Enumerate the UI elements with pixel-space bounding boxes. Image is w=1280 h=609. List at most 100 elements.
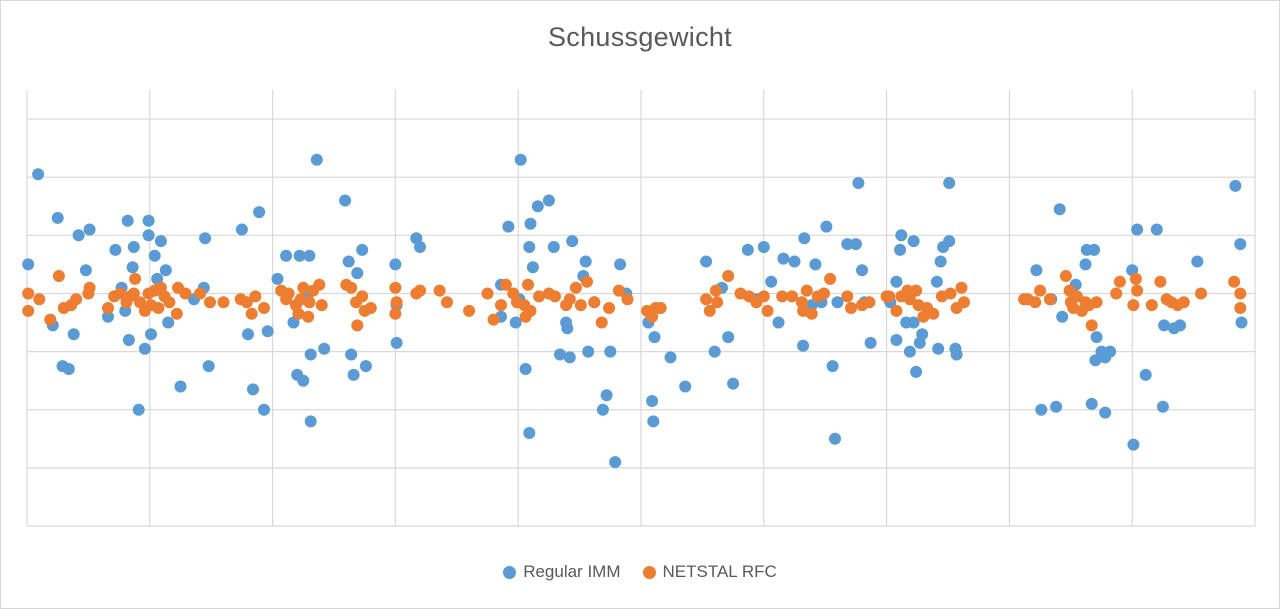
regular-imm-point[interactable] bbox=[579, 255, 592, 268]
regular-imm-point[interactable] bbox=[582, 345, 595, 358]
regular-imm-point[interactable] bbox=[1035, 403, 1048, 416]
regular-imm-point[interactable] bbox=[242, 328, 254, 341]
netstal-rfc-point[interactable] bbox=[302, 310, 315, 323]
netstal-rfc-point[interactable] bbox=[249, 290, 262, 303]
regular-imm-point[interactable] bbox=[359, 360, 372, 373]
regular-imm-point[interactable] bbox=[554, 348, 566, 361]
netstal-rfc-point[interactable] bbox=[524, 304, 537, 317]
netstal-rfc-point[interactable] bbox=[499, 278, 512, 291]
netstal-rfc-point[interactable] bbox=[955, 281, 968, 294]
regular-imm-point[interactable] bbox=[864, 336, 877, 349]
regular-imm-point[interactable] bbox=[1235, 316, 1248, 329]
regular-imm-point[interactable] bbox=[122, 334, 135, 346]
regular-imm-point[interactable] bbox=[757, 241, 770, 253]
regular-imm-point[interactable] bbox=[1089, 354, 1102, 367]
netstal-rfc-point[interactable] bbox=[841, 290, 854, 303]
netstal-rfc-point[interactable] bbox=[1043, 293, 1056, 306]
regular-imm-point[interactable] bbox=[943, 177, 956, 189]
regular-imm-point[interactable] bbox=[916, 328, 929, 341]
netstal-rfc-point[interactable] bbox=[70, 293, 83, 306]
regular-imm-point[interactable] bbox=[62, 363, 75, 375]
netstal-rfc-point[interactable] bbox=[1234, 302, 1247, 314]
netstal-rfc-point[interactable] bbox=[194, 287, 207, 300]
netstal-rfc-point[interactable] bbox=[1177, 296, 1190, 309]
netstal-rfc-point[interactable] bbox=[1234, 287, 1247, 300]
regular-imm-point[interactable] bbox=[648, 331, 661, 344]
regular-imm-point[interactable] bbox=[849, 238, 862, 251]
netstal-rfc-point[interactable] bbox=[390, 296, 403, 309]
regular-imm-point[interactable] bbox=[829, 432, 841, 445]
netstal-rfc-point[interactable] bbox=[389, 281, 402, 294]
netstal-rfc-point[interactable] bbox=[722, 270, 735, 282]
regular-imm-point[interactable] bbox=[509, 316, 522, 329]
regular-imm-point[interactable] bbox=[1090, 331, 1103, 344]
regular-imm-point[interactable] bbox=[235, 223, 248, 236]
regular-imm-point[interactable] bbox=[502, 220, 515, 233]
regular-imm-point[interactable] bbox=[199, 232, 212, 245]
regular-imm-point[interactable] bbox=[788, 255, 801, 268]
regular-imm-point[interactable] bbox=[523, 427, 536, 439]
regular-imm-point[interactable] bbox=[894, 243, 907, 256]
regular-imm-point[interactable] bbox=[293, 249, 306, 262]
netstal-rfc-point[interactable] bbox=[1131, 284, 1144, 297]
netstal-rfc-point[interactable] bbox=[890, 304, 903, 317]
netstal-rfc-point[interactable] bbox=[356, 290, 369, 303]
regular-imm-point[interactable] bbox=[950, 348, 963, 361]
regular-imm-point[interactable] bbox=[102, 310, 114, 323]
netstal-rfc-point[interactable] bbox=[595, 316, 608, 329]
netstal-rfc-point[interactable] bbox=[1070, 290, 1083, 303]
netstal-rfc-point[interactable] bbox=[574, 299, 587, 312]
regular-imm-point[interactable] bbox=[910, 365, 923, 378]
netstal-rfc-point[interactable] bbox=[179, 287, 192, 300]
regular-imm-point[interactable] bbox=[342, 255, 355, 268]
netstal-rfc-point[interactable] bbox=[1129, 272, 1142, 285]
netstal-rfc-point[interactable] bbox=[170, 307, 183, 320]
regular-imm-point[interactable] bbox=[890, 275, 903, 288]
regular-imm-point[interactable] bbox=[287, 316, 300, 329]
regular-imm-point[interactable] bbox=[903, 345, 916, 358]
netstal-rfc-point[interactable] bbox=[297, 281, 310, 294]
regular-imm-point[interactable] bbox=[542, 194, 555, 207]
regular-imm-point[interactable] bbox=[159, 264, 172, 277]
netstal-rfc-point[interactable] bbox=[258, 302, 270, 314]
netstal-rfc-point[interactable] bbox=[52, 270, 65, 282]
legend-item-netstal-rfc[interactable]: NETSTAL RFC bbox=[642, 562, 777, 582]
regular-imm-point[interactable] bbox=[1127, 438, 1140, 451]
regular-imm-point[interactable] bbox=[258, 403, 270, 416]
regular-imm-point[interactable] bbox=[566, 235, 579, 248]
regular-imm-point[interactable] bbox=[32, 168, 45, 181]
regular-imm-point[interactable] bbox=[202, 360, 215, 373]
regular-imm-point[interactable] bbox=[907, 316, 920, 329]
netstal-rfc-point[interactable] bbox=[581, 275, 593, 288]
regular-imm-point[interactable] bbox=[142, 214, 155, 227]
netstal-rfc-point[interactable] bbox=[903, 293, 916, 306]
regular-imm-point[interactable] bbox=[162, 316, 175, 329]
netstal-rfc-point[interactable] bbox=[1228, 275, 1241, 288]
netstal-rfc-point[interactable] bbox=[441, 296, 453, 309]
regular-imm-point[interactable] bbox=[679, 380, 692, 393]
netstal-rfc-point[interactable] bbox=[786, 290, 798, 303]
regular-imm-point[interactable] bbox=[83, 223, 96, 236]
regular-imm-point[interactable] bbox=[890, 334, 903, 346]
regular-imm-point[interactable] bbox=[765, 275, 778, 288]
regular-imm-point[interactable] bbox=[1234, 238, 1247, 251]
regular-imm-point[interactable] bbox=[247, 383, 259, 396]
netstal-rfc-point[interactable] bbox=[204, 296, 216, 309]
netstal-rfc-point[interactable] bbox=[389, 307, 402, 320]
netstal-rfc-point[interactable] bbox=[83, 281, 96, 294]
netstal-rfc-point[interactable] bbox=[621, 293, 634, 306]
netstal-rfc-point[interactable] bbox=[700, 293, 713, 306]
regular-imm-point[interactable] bbox=[142, 229, 155, 242]
regular-imm-point[interactable] bbox=[339, 194, 352, 207]
netstal-rfc-point[interactable] bbox=[463, 304, 476, 317]
regular-imm-point[interactable] bbox=[414, 241, 426, 253]
netstal-rfc-point[interactable] bbox=[603, 302, 616, 314]
regular-imm-point[interactable] bbox=[109, 243, 122, 256]
regular-imm-point[interactable] bbox=[531, 200, 544, 213]
netstal-rfc-point[interactable] bbox=[345, 281, 358, 294]
regular-imm-point[interactable] bbox=[1053, 203, 1066, 216]
regular-imm-point[interactable] bbox=[1030, 264, 1043, 277]
netstal-rfc-point[interactable] bbox=[114, 287, 127, 300]
regular-imm-point[interactable] bbox=[303, 249, 316, 262]
netstal-rfc-point[interactable] bbox=[1090, 296, 1103, 309]
